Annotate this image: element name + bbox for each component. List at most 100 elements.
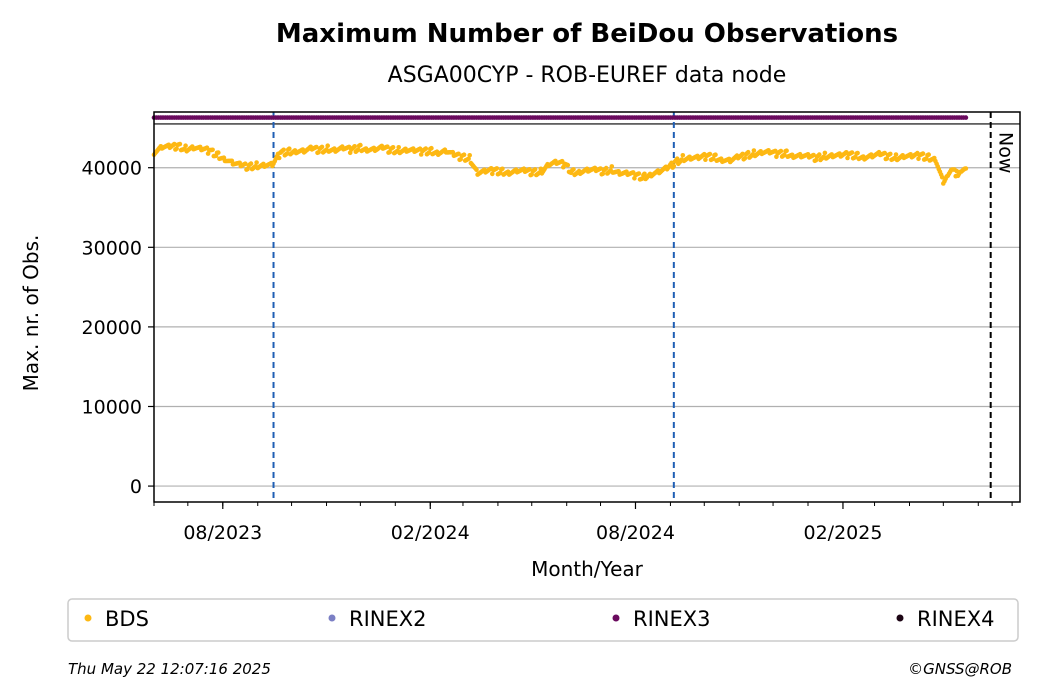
bds-point	[845, 155, 850, 161]
bds-point	[243, 161, 248, 166]
legend-box	[67, 598, 1019, 642]
bds-point	[216, 150, 221, 155]
bds-point	[210, 147, 215, 153]
legend-marker-bds	[84, 614, 92, 622]
bds-point	[939, 174, 945, 180]
bds-point	[494, 166, 500, 171]
y-tick-label: 40000	[82, 158, 142, 180]
legend-label-rinex2: RINEX2	[349, 607, 427, 631]
bds-point	[782, 152, 787, 158]
grid-lines	[154, 167, 1020, 487]
bds-point	[248, 161, 254, 166]
legend-label-rinex4: RINEX4	[917, 607, 995, 631]
y-tick-label: 0	[130, 476, 142, 498]
bds-point	[609, 164, 615, 169]
bds-point	[849, 150, 855, 155]
bds-point	[281, 147, 287, 153]
bds-point	[474, 167, 479, 172]
y-tick-label: 10000	[82, 396, 142, 418]
plot-frame	[153, 111, 1021, 503]
bds-point	[598, 166, 603, 171]
bds-point	[713, 152, 718, 157]
bds-point	[636, 171, 642, 176]
bds-point	[245, 166, 250, 172]
bds-point	[390, 145, 396, 150]
bds-point	[229, 158, 235, 164]
bds-point	[287, 146, 292, 151]
bds-point	[174, 146, 179, 151]
bds-point	[319, 144, 325, 150]
legend-label-bds: BDS	[105, 607, 149, 631]
bds-point	[490, 171, 495, 177]
bds-point	[385, 144, 390, 149]
bds-point	[916, 156, 921, 162]
bds-point	[740, 151, 745, 157]
bds-point	[603, 165, 609, 171]
bds-point	[532, 167, 538, 172]
footer-credit: ©GNSS@ROB	[908, 660, 1012, 678]
bds-point	[853, 154, 858, 160]
bds-point	[314, 144, 319, 150]
bds-point	[711, 156, 716, 161]
bds-point	[742, 156, 748, 161]
bds-point	[396, 145, 402, 150]
bds-point	[254, 160, 259, 165]
bds-point	[642, 171, 647, 177]
chart-title: Maximum Number of BeiDou Observations	[276, 19, 898, 49]
bds-point	[423, 146, 429, 151]
bds-point	[745, 149, 751, 155]
bds-point	[352, 144, 358, 149]
bds-point	[703, 157, 708, 162]
bds-point	[467, 153, 473, 158]
bds-point	[784, 148, 789, 153]
bds-point	[882, 150, 887, 156]
bds-point	[926, 152, 931, 157]
bds-point	[811, 152, 816, 158]
bds-point	[527, 167, 532, 172]
y-tick-label: 30000	[82, 237, 142, 259]
legend: BDS RINEX2 RINEX3 RINEX4	[84, 607, 995, 631]
now-label: Now	[995, 132, 1017, 173]
bds-point	[963, 166, 969, 171]
bds-point	[751, 148, 757, 153]
bds-point	[813, 157, 819, 163]
legend-label-rinex3: RINEX3	[633, 607, 711, 631]
axis-ticks: 0 10000 20000 30000 40000 08/2023 02/2024 08/20…	[82, 158, 1013, 544]
legend-marker-rinex2	[328, 614, 336, 622]
x-tick-label: 02/2024	[391, 522, 470, 544]
bds-point	[358, 142, 363, 148]
bds-point	[893, 152, 899, 157]
legend-marker-rinex3	[612, 614, 620, 622]
x-tick-label: 08/2023	[183, 522, 262, 544]
bds-point	[500, 166, 505, 172]
bds-point	[177, 141, 183, 147]
bds-point	[817, 152, 822, 157]
x-axis-label: Month/Year	[531, 557, 644, 581]
y-axis-label: Max. nr. of Obs.	[19, 235, 43, 392]
bds-point	[855, 150, 860, 156]
bds-point	[680, 153, 686, 158]
x-tick-label: 08/2024	[596, 522, 675, 544]
bds-point	[276, 155, 282, 161]
rinex3-point	[963, 115, 969, 120]
bds-point	[888, 151, 893, 157]
bds-point	[565, 162, 571, 168]
y-tick-label: 20000	[82, 317, 142, 339]
bds-point	[183, 143, 188, 148]
bds-point	[429, 145, 434, 151]
bds-point	[571, 167, 576, 172]
bds-point	[674, 156, 680, 161]
bds-point	[325, 143, 331, 148]
chart-subtitle: ASGA00CYP - ROB-EUREF data node	[388, 63, 787, 88]
bds-point	[778, 148, 784, 154]
x-tick-label: 02/2025	[803, 522, 882, 544]
bds-point	[920, 151, 926, 156]
footer-timestamp: Thu May 22 12:07:16 2025	[68, 660, 271, 678]
bds-point	[822, 150, 828, 156]
bds-point	[461, 152, 467, 157]
data-marks: Now	[151, 112, 1020, 502]
bds-point	[456, 151, 461, 157]
bds-point	[707, 151, 713, 157]
bds-point	[466, 156, 471, 162]
